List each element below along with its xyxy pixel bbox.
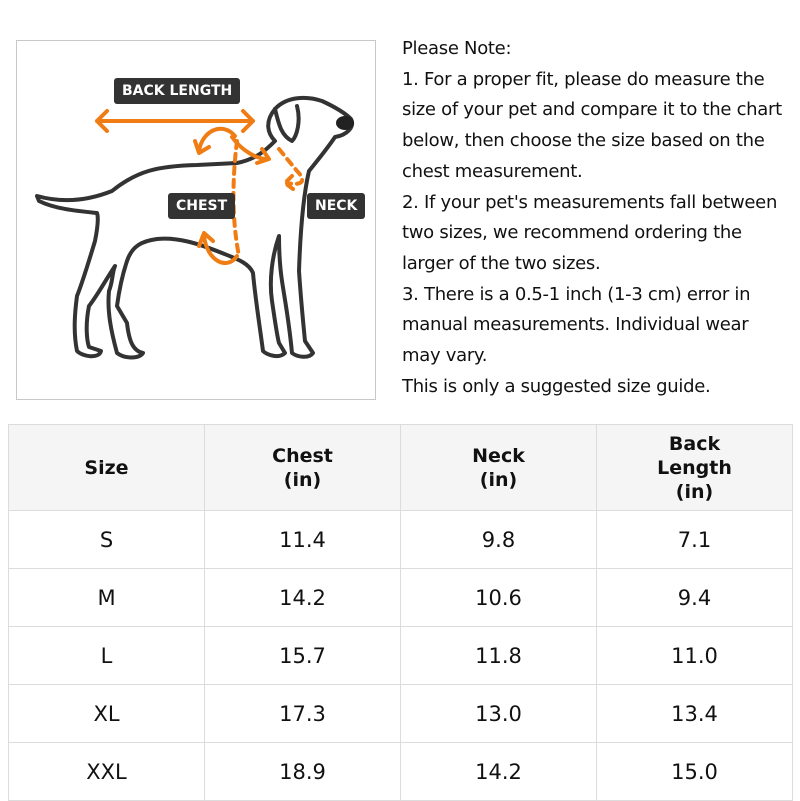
table-row: L 15.7 11.8 11.0: [8, 626, 793, 685]
chest-label: CHEST: [168, 193, 236, 219]
cell-neck: 11.8: [400, 626, 597, 685]
cell-back-length: 15.0: [596, 742, 793, 801]
back-length-label: BACK LENGTH: [114, 78, 241, 104]
header-neck: Neck (in): [400, 424, 597, 511]
note-line: below, then choose the size based on the: [402, 130, 765, 152]
cell-back-length: 9.4: [596, 568, 793, 627]
table-row: S 11.4 9.8 7.1: [8, 510, 793, 569]
size-note: Please Note: 1. For a proper fit, please…: [402, 34, 797, 402]
header-size: Size: [8, 424, 205, 511]
note-line: Please Note:: [402, 38, 512, 59]
cell-neck: 10.6: [400, 568, 597, 627]
note-line: two sizes, we recommend ordering the: [402, 222, 742, 244]
note-line: This is only a suggested size guide.: [402, 375, 711, 397]
note-line: manual measurements. Individual wear: [402, 314, 749, 336]
cell-back-length: 7.1: [596, 510, 793, 569]
header-back-length: Back Length (in): [596, 424, 793, 511]
table-row: XXL 18.9 14.2 15.0: [8, 742, 793, 801]
cell-neck: 9.8: [400, 510, 597, 569]
cell-size: XXL: [8, 742, 205, 801]
table-row: XL 17.3 13.0 13.4: [8, 684, 793, 743]
table-row: M 14.2 10.6 9.4: [8, 568, 793, 627]
cell-size: M: [8, 568, 205, 627]
neck-label: NECK: [307, 193, 366, 219]
cell-chest: 11.4: [204, 510, 401, 569]
cell-back-length: 13.4: [596, 684, 793, 743]
cell-neck: 13.0: [400, 684, 597, 743]
header-chest: Chest (in): [204, 424, 401, 511]
cell-back-length: 11.0: [596, 626, 793, 685]
note-line: larger of the two sizes.: [402, 252, 601, 274]
size-chart-table: Size Chest (in) Neck (in) Back Length (in) S…: [8, 424, 793, 801]
cell-size: S: [8, 510, 205, 569]
cell-size: XL: [8, 684, 205, 743]
cell-chest: 17.3: [204, 684, 401, 743]
dog-measurement-diagram: BACK LENGTH CHEST NECK: [16, 40, 376, 400]
cell-chest: 14.2: [204, 568, 401, 627]
cell-chest: 18.9: [204, 742, 401, 801]
cell-chest: 15.7: [204, 626, 401, 685]
note-line: size of your pet and compare it to the c…: [402, 99, 782, 121]
cell-neck: 14.2: [400, 742, 597, 801]
note-line: chest measurement.: [402, 160, 583, 182]
table-header-row: Size Chest (in) Neck (in) Back Length (in): [8, 424, 793, 511]
note-line: 2. If your pet's measurements fall betwe…: [402, 191, 778, 213]
note-line: may vary.: [402, 345, 488, 367]
cell-size: L: [8, 626, 205, 685]
note-line: 1. For a proper fit, please do measure t…: [402, 68, 765, 90]
note-line: 3. There is a 0.5-1 inch (1-3 cm) error …: [402, 283, 751, 305]
